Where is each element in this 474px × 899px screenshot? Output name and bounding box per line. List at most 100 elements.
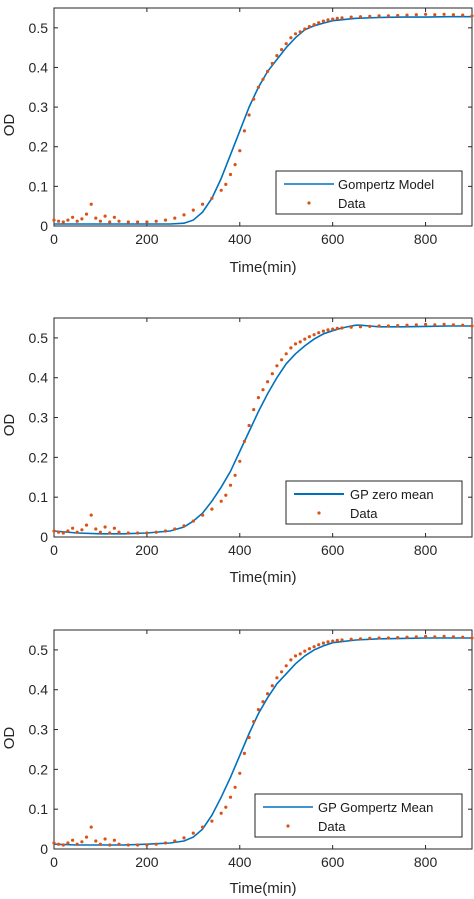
- data-point: [52, 218, 56, 222]
- data-point: [108, 531, 112, 535]
- data-point: [340, 326, 344, 330]
- data-point: [266, 69, 270, 73]
- data-point: [145, 531, 149, 535]
- data-point: [451, 323, 455, 327]
- data-point: [396, 324, 400, 328]
- data-point: [256, 85, 260, 89]
- data-point: [233, 785, 237, 789]
- data-point: [335, 16, 339, 20]
- data-point: [358, 637, 363, 641]
- data-point: [386, 636, 390, 640]
- data-point: [219, 188, 223, 192]
- data-point: [442, 634, 446, 639]
- data-point: [349, 325, 353, 329]
- chart-panel-2: OD Time(min) 0 200 400 600 80000.10.20.30.40…: [1, 317, 474, 586]
- data-point: [136, 220, 140, 224]
- data-point: [163, 218, 168, 222]
- data-point: [261, 388, 265, 392]
- data-point: [368, 636, 372, 641]
- data-point: [340, 16, 344, 20]
- data-point: [126, 220, 130, 224]
- data-point: [210, 196, 214, 200]
- data-point: [238, 459, 242, 463]
- legend: GP Gompertz Mean Data: [254, 793, 463, 838]
- data-point: [61, 531, 65, 535]
- y-tick-label: 0.5: [29, 642, 49, 658]
- data-point: [71, 838, 75, 842]
- data-point: [386, 324, 390, 328]
- data-point: [284, 664, 288, 668]
- data-point: [261, 700, 265, 704]
- data-point: [414, 323, 418, 327]
- data-point: [289, 346, 293, 350]
- data-point: [451, 635, 455, 639]
- y-axis-label: OD: [1, 114, 18, 137]
- data-point: [298, 30, 302, 34]
- data-point: [210, 819, 214, 823]
- data-point: [261, 77, 265, 81]
- data-point: [247, 735, 251, 740]
- data-point: [433, 635, 437, 639]
- data-point: [312, 645, 316, 649]
- y-tick-label: 0.5: [29, 330, 49, 346]
- data-point: [145, 843, 149, 847]
- data-point: [293, 32, 298, 36]
- data-point: [298, 652, 302, 656]
- data-point: [340, 638, 344, 642]
- x-tick-label: 200: [135, 231, 159, 247]
- chart-panel-3: OD Time(min) 0 200 400 600 800 0 0.1 0.2 0.3 0.4 0…: [1, 629, 474, 897]
- data-point: [224, 805, 228, 809]
- data-point: [163, 529, 168, 533]
- data-point: [442, 12, 446, 16]
- data-point: [80, 840, 84, 844]
- data-point: [470, 636, 474, 640]
- x-tick-label: 200: [135, 542, 159, 558]
- data-point: [66, 529, 70, 533]
- data-point: [154, 219, 158, 223]
- data-point: [173, 527, 177, 531]
- data-point: [321, 329, 325, 333]
- data-point: [228, 172, 233, 177]
- data-point: [307, 25, 311, 29]
- y-axis-label: OD: [1, 414, 18, 437]
- data-point: [317, 643, 321, 647]
- data-point: [201, 513, 205, 517]
- data-point: [228, 795, 233, 799]
- data-point: [108, 843, 112, 847]
- data-point: [75, 530, 79, 534]
- y-tick-label: 0.1: [29, 178, 49, 194]
- data-point: [224, 493, 228, 497]
- y-tick-label: 0.3: [29, 722, 49, 738]
- legend-model-label: GP Gompertz Mean: [318, 800, 433, 815]
- y-tick-label: 0: [40, 841, 48, 857]
- data-point: [275, 676, 279, 680]
- data-point: [433, 323, 437, 327]
- data-point: [335, 326, 339, 330]
- data-point: [321, 641, 325, 645]
- data-point: [75, 842, 79, 846]
- legend-data-marker: [317, 511, 321, 515]
- legend-data-label: Data: [338, 196, 366, 211]
- y-tick-label: 0.3: [29, 410, 49, 426]
- data-point: [270, 372, 274, 376]
- x-tick-label: 200: [135, 854, 159, 870]
- data-point: [461, 13, 465, 17]
- x-tick-label: 400: [228, 854, 252, 870]
- data-point: [358, 15, 363, 19]
- y-axis-label: OD: [1, 727, 18, 750]
- data-point: [61, 220, 65, 224]
- data-point: [331, 17, 335, 21]
- data-point: [84, 835, 89, 839]
- data-point: [284, 352, 288, 356]
- data-point: [80, 528, 84, 532]
- legend-model-label: Gompertz Model: [338, 177, 434, 192]
- data-point: [71, 215, 75, 219]
- data-point: [210, 507, 214, 511]
- x-tick-label: 800: [414, 854, 438, 870]
- data-point: [405, 13, 409, 17]
- data-point: [238, 771, 242, 775]
- data-point: [396, 13, 400, 18]
- data-point: [75, 219, 79, 223]
- data-point: [126, 531, 130, 535]
- data-point: [98, 842, 102, 846]
